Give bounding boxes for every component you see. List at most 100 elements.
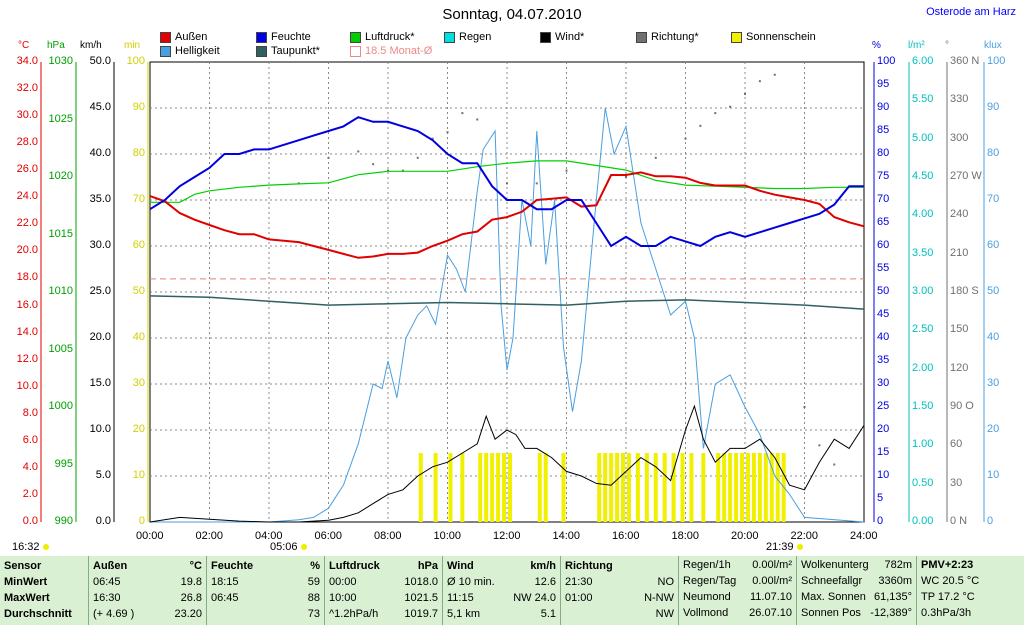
marker-sunset: 21:39 <box>766 541 803 553</box>
col-feuchte: Feuchte% 18:15 59 06:45 88 73 <box>206 556 324 625</box>
aussen-max-time: 16:30 <box>93 592 121 604</box>
sunshine-bar <box>757 453 762 522</box>
col-wolken: Wolkenunterg 782m Schneefallgr 3360m Max. … <box>796 556 916 625</box>
direction-dot <box>387 169 389 172</box>
sunshine-bar <box>734 453 739 522</box>
aussen-max-value: 26.8 <box>180 592 202 604</box>
tick-pct: 75 <box>877 170 890 182</box>
tick-deg: 180 S <box>950 285 979 297</box>
sunshine-bar <box>671 453 676 522</box>
tick-hpa: 1010 <box>48 285 73 297</box>
tick-deg: 150 <box>950 323 969 336</box>
sunshine-bar <box>418 453 423 522</box>
col-regen: Regen/1h 0.00l/m² Regen/Tag 0.00l/m² Neumo… <box>678 556 796 625</box>
tick-lm2: 4.50 <box>912 170 934 182</box>
schnee-value: 3360m <box>878 575 912 587</box>
legend-regen: Regen <box>444 31 491 43</box>
direction-dot <box>803 406 806 408</box>
tick-deg: 210 <box>950 246 969 259</box>
direction-dot <box>684 137 687 140</box>
aussen-min-value: 19.8 <box>180 576 202 588</box>
tick-lm2: 2.50 <box>912 323 934 336</box>
tick-time: 12:00 <box>493 530 521 542</box>
tick-klux: 30 <box>987 377 1000 389</box>
richtung-time-2: 01:00 <box>565 592 593 604</box>
grid <box>40 62 985 522</box>
feuchte-unit: % <box>310 560 320 572</box>
tick-min: 40 <box>132 331 145 343</box>
tick-celsius: 16.0 <box>16 298 38 311</box>
direction-dot <box>401 169 404 172</box>
tick-time: 24:00 <box>850 530 878 542</box>
tick-celsius: 20.0 <box>16 244 38 257</box>
tick-time: 00:00 <box>136 530 164 542</box>
sunshine-bar <box>653 453 658 522</box>
sunshine-bar <box>561 453 566 522</box>
col-pmv: PMV+2:23 WC 20.5 °C TP 17.2 °C 0.3hPa/3h <box>916 556 1024 625</box>
tick-hpa: 1030 <box>48 55 73 67</box>
wind-avg-value: 12.6 <box>534 576 556 588</box>
direction-dot <box>773 73 776 76</box>
regen-tag-value: 0.00l/m² <box>752 575 792 587</box>
sunshine-bar <box>621 453 626 522</box>
series-taupunkt <box>149 295 865 310</box>
tick-celsius: 4.0 <box>22 460 38 473</box>
feuchte-max-value: 88 <box>307 592 320 604</box>
tick-lm2: 2.00 <box>912 361 934 374</box>
luftdruck-min-time: 00:00 <box>329 576 357 588</box>
richtung-value-3: NW <box>655 608 674 620</box>
direction-dot <box>357 150 360 153</box>
sunset-icon <box>796 544 803 550</box>
feuchte-min-value: 59 <box>307 576 320 588</box>
tick-min: 50 <box>132 285 145 297</box>
direction-dot <box>416 156 419 159</box>
sunshine-bar <box>689 453 694 522</box>
tick-celsius: 6.0 <box>22 433 38 446</box>
tick-lm2: 4.00 <box>912 208 934 221</box>
tick-lm2: 6.00 <box>912 55 934 67</box>
sunshine-bar <box>460 453 465 522</box>
tick-kmh: 45.0 <box>89 101 111 113</box>
sunshine-bar <box>662 453 667 522</box>
legend-taupunkt: Taupunkt* <box>256 45 320 57</box>
direction-dot <box>729 105 732 108</box>
sunshine-bar <box>680 453 685 522</box>
sunshine-bar <box>615 453 620 522</box>
tick-kmh: 20.0 <box>89 331 111 343</box>
tick-kmh: 10.0 <box>89 423 111 435</box>
luftdruck-avg-value: 1019.7 <box>404 608 438 620</box>
tick-celsius: 30.0 <box>16 109 38 122</box>
tick-celsius: 18.0 <box>16 271 38 284</box>
tick-time: 20:00 <box>731 530 759 542</box>
tick-min: 80 <box>132 147 145 159</box>
legend-richtung: Richtung* <box>636 31 699 43</box>
vollmond-value: 26.07.10 <box>749 607 792 619</box>
tick-min: 30 <box>132 377 145 389</box>
regen-1h-value: 0.00l/m² <box>752 559 792 571</box>
tick-lm2: 1.00 <box>912 438 934 451</box>
feuchte-avg-value: 73 <box>307 608 320 620</box>
feuchte-max-time: 06:45 <box>211 592 239 604</box>
pmv-value: PMV+2:23 <box>921 559 974 571</box>
wolken-label: Wolkenunterg <box>801 559 869 571</box>
neumond-label: Neumond <box>683 591 731 603</box>
sonnen-max-value: 61,135° <box>873 591 912 603</box>
tick-deg: 330 <box>950 93 969 106</box>
direction-dot <box>758 80 761 83</box>
tick-deg: 60 <box>950 438 963 451</box>
richtung-value-1: NO <box>657 576 675 588</box>
schnee-label: Schneefallgr <box>801 575 863 587</box>
wind-unit: km/h <box>530 560 556 572</box>
wind-max-time: 11:15 <box>447 592 474 604</box>
tick-pct: 65 <box>877 216 890 228</box>
richtung-header: Richtung <box>565 560 613 572</box>
direction-dot <box>744 92 746 95</box>
richtung-time-1: 21:30 <box>565 576 593 588</box>
tick-celsius: 32.0 <box>16 82 38 95</box>
sunshine-bar <box>490 453 495 522</box>
chart-title: Sonntag, 04.07.2010 <box>442 6 582 23</box>
vollmond-label: Vollmond <box>683 607 729 619</box>
tick-time: 04:00 <box>255 530 283 542</box>
tick-kmh: 30.0 <box>89 239 111 251</box>
regen-1h-label: Regen/1h <box>683 559 731 571</box>
